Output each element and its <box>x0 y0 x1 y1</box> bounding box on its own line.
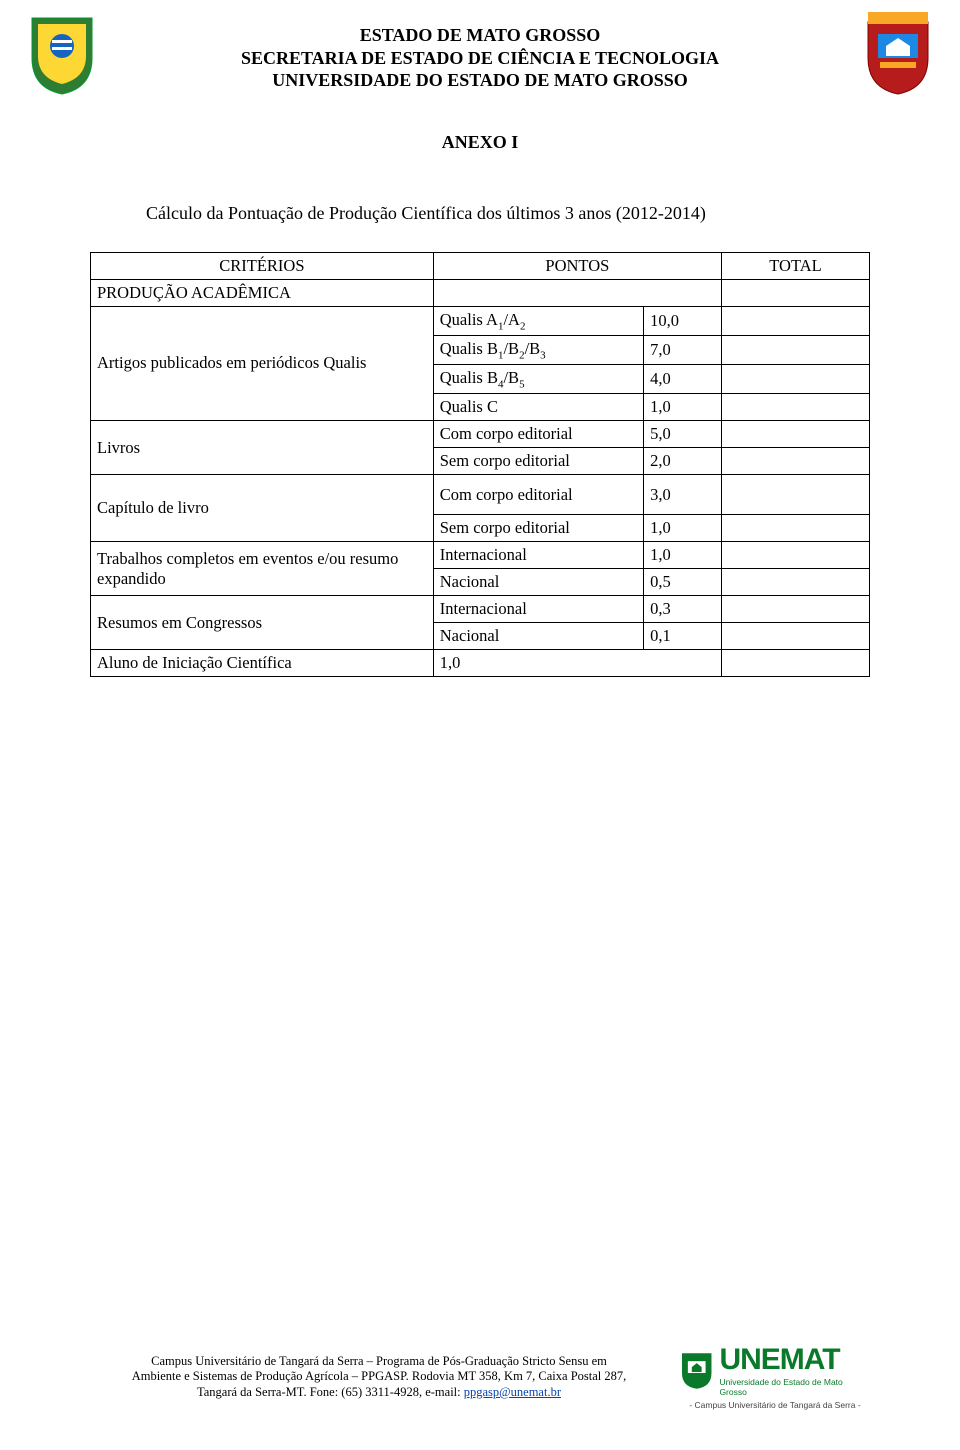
sub-cell: Com corpo editorial <box>433 475 643 515</box>
header-total: TOTAL <box>721 252 869 279</box>
sub-qualis-b45: Qualis B4/B5 <box>433 365 643 394</box>
footer-address: Campus Universitário de Tangará da Serra… <box>90 1354 680 1401</box>
empty-cell <box>721 279 869 306</box>
document-footer: Campus Universitário de Tangará da Serra… <box>90 1342 870 1412</box>
table-row: Resumos em Congressos Internacional 0,3 <box>91 596 870 623</box>
total-cell <box>721 569 869 596</box>
sub-qualis-a: Qualis A1/A2 <box>433 306 643 335</box>
sub-cell: Internacional <box>433 596 643 623</box>
criterion-aluno: Aluno de Iniciação Científica <box>91 650 434 677</box>
points-cell: 1,0 <box>644 542 722 569</box>
points-cell: 1,0 <box>644 515 722 542</box>
total-cell <box>721 306 869 335</box>
section-producao: PRODUÇÃO ACADÊMICA <box>91 279 434 306</box>
points-cell: 4,0 <box>644 365 722 394</box>
table-header-row: CRITÉRIOS PONTOS TOTAL <box>91 252 870 279</box>
points-cell: 1,0 <box>644 394 722 421</box>
total-cell <box>721 650 869 677</box>
total-cell <box>721 421 869 448</box>
header-line-2: SECRETARIA DE ESTADO DE CIÊNCIA E TECNOL… <box>241 47 719 70</box>
total-cell <box>721 596 869 623</box>
total-cell <box>721 335 869 364</box>
total-cell <box>721 515 869 542</box>
sub-cell: Nacional <box>433 623 643 650</box>
unemat-logo-tagline: - Campus Universitário de Tangará da Ser… <box>689 1400 860 1410</box>
sub-qualis-c: Qualis C <box>433 394 643 421</box>
criterion-livros: Livros <box>91 421 434 475</box>
sub-cell: Com corpo editorial <box>433 421 643 448</box>
total-cell <box>721 394 869 421</box>
sub-cell: Sem corpo editorial <box>433 448 643 475</box>
points-cell: 2,0 <box>644 448 722 475</box>
points-cell: 1,0 <box>433 650 721 677</box>
header-pontos: PONTOS <box>433 252 721 279</box>
table-row: Aluno de Iniciação Científica 1,0 <box>91 650 870 677</box>
footer-email-link[interactable]: ppgasp@unemat.br <box>464 1385 561 1399</box>
header-line-3: UNIVERSIDADE DO ESTADO DE MATO GROSSO <box>241 69 719 92</box>
table-row: Capítulo de livro Com corpo editorial 3,… <box>91 475 870 515</box>
sub-cell: Nacional <box>433 569 643 596</box>
points-cell: 0,3 <box>644 596 722 623</box>
unemat-logo-text: UNEMAT <box>719 1345 870 1375</box>
points-cell: 7,0 <box>644 335 722 364</box>
header-line-1: ESTADO DE MATO GROSSO <box>241 24 719 47</box>
total-cell <box>721 448 869 475</box>
total-cell <box>721 623 869 650</box>
points-cell: 10,0 <box>644 306 722 335</box>
unemat-shield-small-icon <box>680 1351 713 1391</box>
unemat-logo-subtitle: Universidade do Estado de Mato Grosso <box>719 1377 870 1397</box>
table-row: Trabalhos completos em eventos e/ou resu… <box>91 542 870 569</box>
points-cell: 3,0 <box>644 475 722 515</box>
points-cell: 5,0 <box>644 421 722 448</box>
points-cell: 0,5 <box>644 569 722 596</box>
table-row: Artigos publicados em periódicos Qualis … <box>91 306 870 335</box>
criterion-resumos: Resumos em Congressos <box>91 596 434 650</box>
total-cell <box>721 475 869 515</box>
empty-cell <box>433 279 721 306</box>
criterion-artigos: Artigos publicados em periódicos Qualis <box>91 306 434 421</box>
criterion-capitulo: Capítulo de livro <box>91 475 434 542</box>
document-header: ESTADO DE MATO GROSSO SECRETARIA DE ESTA… <box>90 18 870 92</box>
unemat-footer-logo: UNEMAT Universidade do Estado de Mato Gr… <box>680 1342 870 1412</box>
points-cell: 0,1 <box>644 623 722 650</box>
sub-qualis-b123: Qualis B1/B2/B3 <box>433 335 643 364</box>
criterion-trabalhos: Trabalhos completos em eventos e/ou resu… <box>91 542 434 596</box>
table-section-row: PRODUÇÃO ACADÊMICA <box>91 279 870 306</box>
annex-title: ANEXO I <box>90 132 870 153</box>
state-coat-of-arms-icon <box>22 12 102 96</box>
unemat-shield-icon <box>858 12 938 96</box>
scoring-table: CRITÉRIOS PONTOS TOTAL PRODUÇÃO ACADÊMIC… <box>90 252 870 678</box>
sub-cell: Internacional <box>433 542 643 569</box>
sub-cell: Sem corpo editorial <box>433 515 643 542</box>
total-cell <box>721 542 869 569</box>
total-cell <box>721 365 869 394</box>
header-criterios: CRITÉRIOS <box>91 252 434 279</box>
document-subtitle: Cálculo da Pontuação de Produção Científ… <box>146 203 870 224</box>
table-row: Livros Com corpo editorial 5,0 <box>91 421 870 448</box>
